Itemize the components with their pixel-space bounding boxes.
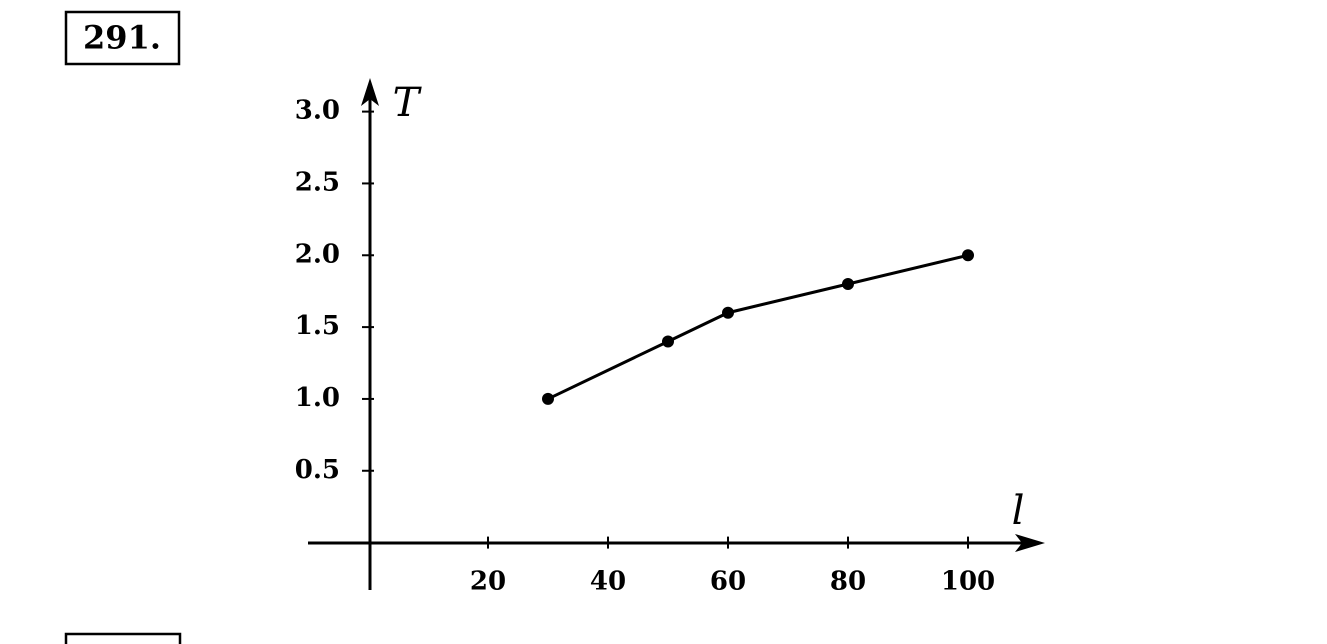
y-tick-label: 3.0 xyxy=(295,96,340,126)
data-point xyxy=(962,249,974,262)
x-arrow xyxy=(1015,534,1045,552)
data-point xyxy=(662,335,674,348)
data-point xyxy=(542,392,554,405)
data-line xyxy=(547,253,969,401)
x-tick-label: 80 xyxy=(830,567,866,597)
x-tick-label: 100 xyxy=(941,567,995,597)
y-tick-label: 1.5 xyxy=(295,311,340,341)
data-point xyxy=(722,306,734,319)
problem-number: 291. xyxy=(83,19,161,57)
y-tick-label: 0.5 xyxy=(295,455,340,485)
next-box xyxy=(64,632,182,644)
x-tick-label: 20 xyxy=(470,567,506,597)
y-tick-label: 2.5 xyxy=(295,167,340,197)
y-arrow xyxy=(361,78,379,106)
y-axis-label: T xyxy=(393,80,423,126)
x-tick-label: 40 xyxy=(590,567,626,597)
y-tick-label: 1.0 xyxy=(295,383,340,413)
data-point xyxy=(842,278,854,290)
x-axis-label: l xyxy=(1012,488,1025,534)
x-tick-label: 60 xyxy=(710,567,746,597)
y-tick-label: 2.0 xyxy=(295,239,340,269)
number-box xyxy=(64,10,181,66)
